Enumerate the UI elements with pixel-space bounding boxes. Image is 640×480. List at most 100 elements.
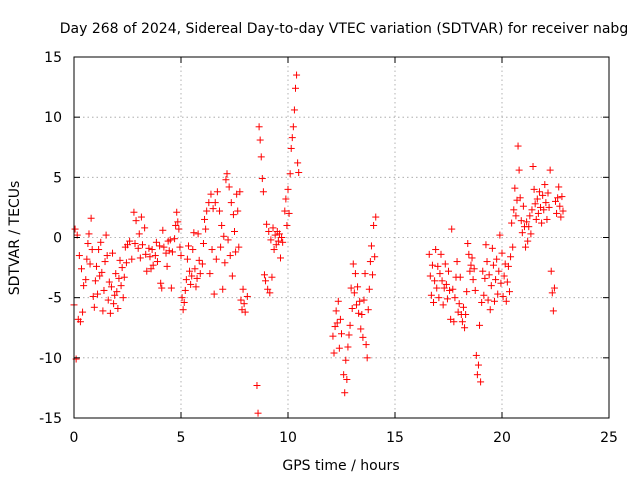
data-point [366,258,374,266]
data-point [442,280,450,288]
data-point [465,250,473,258]
data-point [222,176,230,184]
data-point [196,270,204,278]
data-point [352,301,360,309]
data-point [531,200,539,208]
data-point [474,361,482,369]
data-point [183,255,191,263]
data-point [498,249,506,257]
data-point [168,248,176,256]
data-point [146,253,154,261]
data-point [225,183,233,191]
data-point [509,243,517,251]
data-point [445,267,452,275]
data-point [291,84,299,92]
data-point [102,231,110,239]
data-point [202,225,210,233]
grid-lines [74,57,609,418]
data-point [508,219,516,227]
data-point [156,242,164,250]
data-point [180,298,188,306]
data-point [174,218,182,226]
data-point [499,292,507,300]
data-point [342,356,350,364]
data-point [266,289,274,297]
data-point [357,325,365,333]
data-point [177,252,185,260]
data-point [335,344,343,352]
data-point [207,190,215,198]
data-point [439,301,447,309]
data-point [236,188,244,196]
data-point [527,230,535,238]
data-point [79,308,87,316]
x-tick-label: 5 [177,430,186,446]
data-point [507,253,515,261]
data-point [179,306,187,314]
data-point [232,248,240,256]
y-tick-label: 10 [44,110,62,126]
data-point [369,271,377,279]
data-point [199,240,207,248]
data-point [191,265,199,273]
data-points [70,71,567,417]
data-point [128,255,136,263]
y-tick-label: -15 [39,411,62,427]
data-point [130,208,138,216]
data-point [213,188,221,196]
chart-title: Day 268 of 2024, Sidereal Day-to-day VTE… [60,21,628,37]
data-point [126,237,134,245]
data-point [134,244,142,252]
data-point [259,188,267,196]
data-point [478,298,486,306]
data-point [87,214,95,222]
x-tick-label: 25 [600,430,618,446]
data-point [91,277,99,285]
data-point [495,267,503,275]
data-point [470,265,478,273]
data-point [109,249,117,257]
x-tick-label: 10 [279,430,297,446]
data-point [289,123,297,131]
data-point [145,244,153,252]
data-point [137,213,145,221]
data-point [173,208,181,216]
data-point [334,297,342,305]
data-point [132,217,140,225]
data-point [535,188,543,196]
data-point [552,197,559,205]
data-point [281,207,289,215]
data-point [114,304,122,312]
data-point [219,285,227,293]
data-point [540,206,548,214]
data-point [493,255,501,263]
data-point [192,283,200,291]
data-point [112,270,120,278]
data-point [89,292,97,300]
data-point [351,270,359,278]
axis-ticks: 0 5 10 15 20 25 -15 -10 -5 0 5 10 15 [39,50,618,446]
data-point [448,225,456,233]
data-point [437,250,445,258]
data-point [533,195,541,203]
data-point [346,321,354,329]
y-tick-label: 5 [53,170,62,186]
data-point [194,230,202,238]
data-point [77,265,85,273]
data-point [555,183,563,191]
data-point [82,276,90,284]
y-tick-label: -5 [48,291,62,307]
data-point [430,298,438,306]
data-point [159,226,167,234]
data-point [258,175,266,183]
data-point [285,209,293,217]
data-point [224,236,232,244]
data-point [481,274,489,282]
data-point [94,290,102,298]
data-point [450,318,458,326]
data-point [432,246,440,254]
data-point [504,262,512,270]
data-point [143,267,151,275]
data-point [492,276,500,284]
